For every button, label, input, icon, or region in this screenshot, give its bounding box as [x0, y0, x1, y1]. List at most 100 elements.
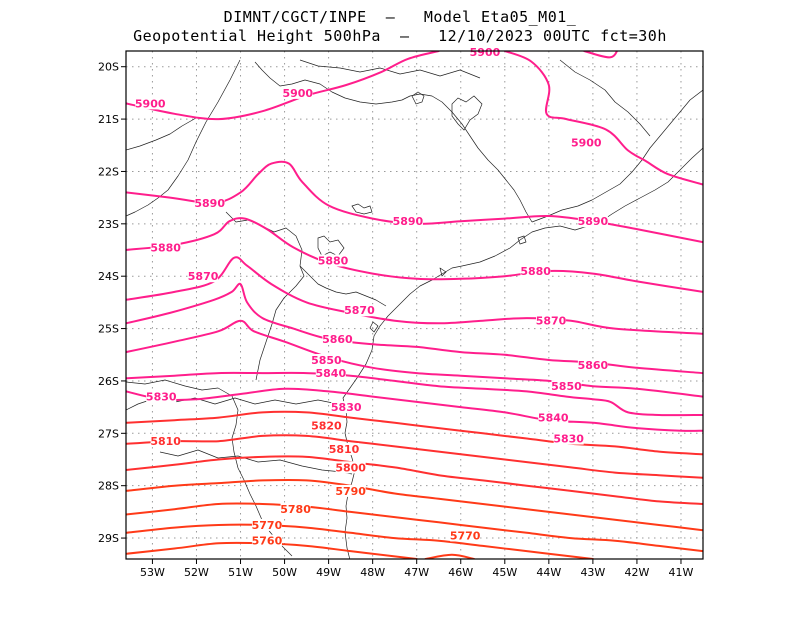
contour-label: 5870 — [536, 315, 567, 328]
height-contours — [126, 51, 703, 559]
contour-label: 5890 — [194, 197, 225, 210]
x-tick-label: 49W — [316, 566, 341, 579]
x-tick-label: 45W — [492, 566, 517, 579]
contour-label: 5810 — [150, 435, 181, 448]
contour-line-5810 — [126, 434, 703, 479]
contour-line-5830 — [126, 387, 703, 432]
dotted-grid — [126, 51, 703, 559]
boundary-line — [299, 59, 481, 79]
boundary-line — [126, 399, 151, 411]
contour-label: 5830 — [331, 401, 362, 414]
contour-label-bg — [329, 443, 360, 456]
contour-label: 5790 — [335, 485, 366, 498]
contour-label-bg — [150, 241, 181, 254]
boundary-line — [254, 61, 533, 223]
contour-label: 5870 — [188, 270, 219, 283]
contour-label: 5780 — [280, 503, 311, 516]
x-tick-label: 47W — [404, 566, 429, 579]
boundary-line — [299, 265, 387, 307]
contour-label-bg — [280, 503, 311, 516]
contour-label: 5850 — [311, 354, 342, 367]
contour-label-bg — [251, 518, 282, 531]
y-tick-label: 29S — [98, 532, 119, 545]
y-tick-label: 22S — [98, 165, 119, 178]
map-title-line-1: DIMNT/CGCT/INPE — Model Eta05_M01_ — [223, 8, 577, 26]
x-tick-label: 52W — [184, 566, 209, 579]
contour-label: 5900 — [571, 137, 602, 150]
y-tick-label: 28S — [98, 480, 119, 493]
lake-outline — [411, 91, 425, 105]
contour-line-5770 — [126, 523, 594, 559]
contour-label: 5870 — [344, 304, 375, 317]
contour-line-5760 — [126, 541, 418, 559]
contour-labels: 5900 5900 5900 5900 5890 5890 5890 5880 5880 5880… — [135, 46, 609, 548]
contour-label-bg — [335, 461, 366, 474]
contour-label-bg — [571, 136, 602, 149]
contour-label: 5890 — [578, 215, 609, 228]
geographic-boundaries — [126, 59, 703, 559]
contour-label-bg — [194, 196, 225, 209]
contour-label-bg — [551, 380, 582, 393]
contour-label: 5850 — [551, 380, 582, 393]
contour-label-bg — [150, 435, 181, 448]
contour-label: 5880 — [520, 265, 551, 278]
boundary-line — [159, 449, 353, 475]
y-tick-label: 20S — [98, 61, 119, 74]
contour-label-bg — [450, 529, 481, 542]
contour-label-bg — [344, 304, 375, 317]
contour-label-bg — [311, 353, 342, 366]
contour-line-5760 — [424, 553, 475, 559]
y-tick-label: 25S — [98, 323, 119, 336]
contour-label: 5800 — [335, 461, 366, 474]
y-tick-label: 21S — [98, 113, 119, 126]
contour-line-5900 — [503, 51, 703, 186]
boundary-line — [126, 59, 241, 217]
map-frame — [125, 50, 704, 560]
contour-label-bg — [553, 432, 584, 445]
contour-line-5900 — [583, 51, 619, 59]
contour-line-5900 — [126, 51, 440, 121]
contour-line-5820 — [126, 410, 703, 456]
x-tick-label: 42W — [624, 566, 649, 579]
contour-label: 5840 — [538, 412, 569, 425]
contour-label-bg — [146, 390, 177, 403]
y-tick-label: 27S — [98, 427, 119, 440]
map-axes: 53W 52W 51W 50W 49W 48W 47W 46W 45W 44W 43W 42W 41W 2… — [98, 61, 694, 579]
contour-label: 5900 — [135, 97, 166, 110]
contour-label-bg — [318, 254, 349, 267]
contour-label: 5770 — [450, 529, 481, 542]
lake-outline — [317, 235, 345, 257]
contour-label-bg — [322, 333, 353, 346]
x-tick-label: 51W — [228, 566, 253, 579]
contour-label: 5880 — [318, 254, 349, 267]
contour-label-bg — [188, 270, 219, 283]
boundary-line — [342, 147, 703, 559]
contour-label-bg — [392, 215, 423, 228]
contour-line-5780 — [126, 502, 703, 553]
contour-label-bg — [135, 97, 166, 110]
contour-label: 5860 — [322, 333, 353, 346]
contour-label: 5900 — [282, 87, 313, 100]
contour-label-bg — [520, 264, 551, 277]
contour-label: 5890 — [393, 215, 424, 228]
contour-label-bg — [331, 401, 362, 414]
contour-line-5800 — [126, 455, 703, 505]
contour-label-bg — [536, 314, 567, 327]
contour-label-bg — [577, 215, 608, 228]
map-title-line-2: Geopotential Height 500hPa — 12/10/2023 … — [133, 27, 667, 45]
contour-line-5840 — [126, 371, 703, 417]
contour-label-bg — [251, 534, 282, 547]
x-tick-label: 46W — [448, 566, 473, 579]
boundary-line — [126, 117, 197, 151]
boundary-line — [369, 321, 379, 333]
contour-label: 5830 — [553, 433, 584, 446]
contour-label: 5820 — [311, 419, 342, 432]
contour-label-bg — [469, 46, 500, 59]
lake-outline — [351, 203, 373, 215]
contour-line-5890 — [126, 160, 703, 244]
x-tick-label: 43W — [580, 566, 605, 579]
boundary-line — [439, 267, 447, 277]
x-tick-label: 53W — [140, 566, 165, 579]
contour-label-bg — [577, 359, 608, 372]
